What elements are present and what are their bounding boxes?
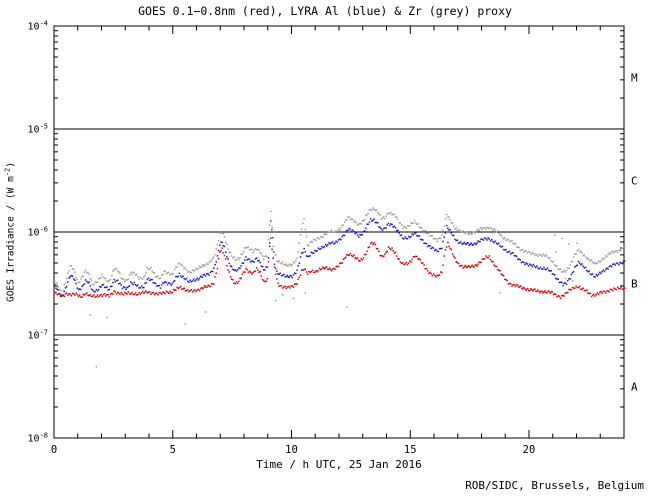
svg-text:15: 15 <box>404 444 417 456</box>
svg-text:10-7: 10-7 <box>28 329 48 342</box>
data-series-dots <box>54 207 626 368</box>
x-axis-label: Time / h UTC, 25 Jan 2016 <box>256 458 422 471</box>
svg-text:M: M <box>631 72 638 85</box>
series-grey-dots <box>54 207 626 296</box>
svg-text:10-6: 10-6 <box>28 226 48 239</box>
svg-text:20: 20 <box>523 444 536 456</box>
svg-text:10-4: 10-4 <box>28 20 48 33</box>
flare-class-letters: M C B A <box>631 72 638 394</box>
credit-text: ROB/SIDC, Brussels, Belgium <box>465 479 644 492</box>
chart-title: GOES 0.1−0.8nm (red), LYRA Al (blue) & Z… <box>138 4 512 18</box>
svg-text:A: A <box>631 381 638 394</box>
flare-class-boundary-lines <box>54 128 624 336</box>
svg-text:0: 0 <box>51 444 57 456</box>
svg-text:10-5: 10-5 <box>28 123 48 136</box>
series-grey-dots <box>89 234 578 368</box>
svg-text:B: B <box>631 278 638 291</box>
svg-text:10: 10 <box>285 444 298 456</box>
y-tick-labels: 10-4 10-5 10-6 10-7 10-8 <box>28 20 48 445</box>
x-tick-labels: 0 5 10 15 20 <box>51 444 535 456</box>
svg-text:10-8: 10-8 <box>28 432 48 445</box>
svg-text:C: C <box>631 175 638 188</box>
svg-text:5: 5 <box>170 444 176 456</box>
